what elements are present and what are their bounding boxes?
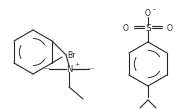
Text: O: O <box>123 24 129 32</box>
Text: —: — <box>88 66 94 72</box>
Text: —: — <box>44 66 50 72</box>
Text: O: O <box>145 9 151 19</box>
Text: O: O <box>167 24 173 32</box>
Text: S: S <box>145 24 151 32</box>
Text: +: + <box>74 62 79 67</box>
Text: -: - <box>153 5 156 14</box>
Text: Br: Br <box>67 50 75 60</box>
Text: N: N <box>66 65 72 73</box>
